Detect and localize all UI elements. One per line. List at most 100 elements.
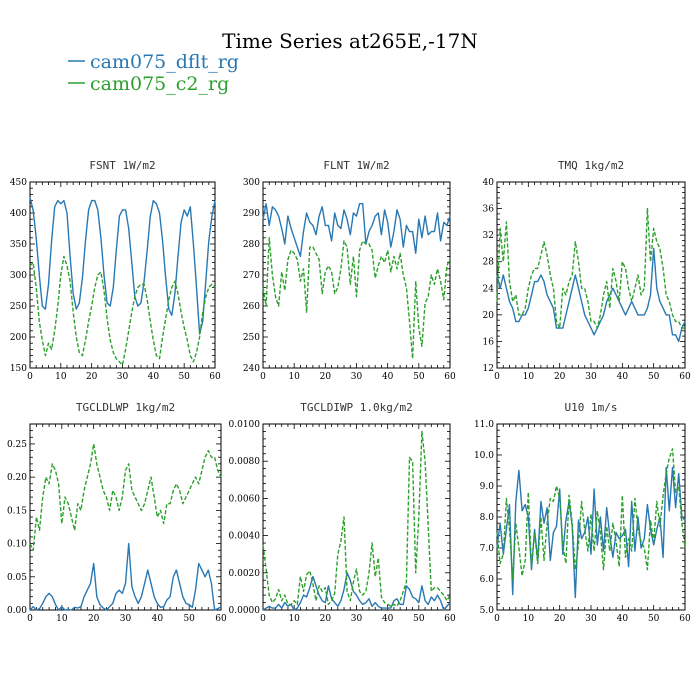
y-tick-label: 270 (243, 271, 260, 281)
x-tick-label: 50 (413, 614, 425, 624)
y-tick-label: 450 (10, 178, 27, 188)
legend-label-c2: cam075_c2_rg (90, 73, 229, 95)
x-tick-label: 20 (88, 614, 100, 624)
series-line-c2 (262, 237, 451, 360)
y-tick-label: 0.0040 (229, 532, 261, 542)
x-tick-label: 30 (120, 614, 132, 624)
series-line-dflt (29, 542, 222, 611)
x-tick-label: 20 (320, 372, 332, 382)
series-line-dflt (496, 466, 686, 599)
series-line-c2 (262, 430, 451, 607)
y-tick-label: 0.0000 (229, 606, 261, 616)
panel-title: FLNT 1W/m2 (323, 159, 389, 172)
chart-panel-4: TGCLDLWP 1kg/m2 0 10 20 30 40 50 60 0.00 0.05 0.10… (7, 401, 227, 624)
y-tick-label: 6.0 (480, 575, 495, 585)
x-tick-label: 10 (523, 372, 535, 382)
y-tick-label: 250 (10, 302, 27, 312)
y-tick-label: 0.0020 (229, 569, 261, 579)
y-tick-label: 20 (483, 311, 495, 321)
y-tick-label: 28 (483, 258, 495, 268)
y-tick-label: 250 (243, 333, 260, 343)
y-tick-label: 32 (483, 231, 494, 241)
y-tick-label: 10.0 (474, 451, 494, 461)
x-tick-label: 50 (648, 372, 660, 382)
x-tick-label: 60 (679, 614, 691, 624)
x-tick-label: 30 (585, 372, 597, 382)
series-line-c2 (496, 207, 685, 329)
x-tick-label: 40 (382, 614, 394, 624)
panel-title: FSNT 1W/m2 (89, 159, 155, 172)
x-tick-label: 60 (444, 614, 456, 624)
y-tick-label: 300 (243, 178, 260, 188)
x-tick-label: 10 (56, 614, 68, 624)
y-tick-label: 0.0080 (229, 457, 261, 467)
x-tick-label: 0 (27, 372, 33, 382)
x-tick-label: 0 (260, 372, 266, 382)
panel-title: U10 1m/s (565, 401, 618, 414)
x-tick-label: 20 (320, 614, 332, 624)
y-tick-label: 9.0 (480, 482, 495, 492)
legend: cam075_dflt_rg cam075_c2_rg (68, 51, 239, 95)
panel-title: TGCLDIWP 1.0kg/m2 (300, 401, 413, 414)
series-line-c2 (29, 255, 216, 366)
y-tick-label: 11.0 (474, 420, 494, 430)
x-tick-label: 40 (152, 614, 164, 624)
chart-panel-6: U10 1m/s 0 10 20 30 40 50 60 5.0 6.0 7.0 8.0 9.0 10.0… (474, 401, 691, 624)
y-tick-label: 0.15 (7, 506, 27, 516)
x-tick-label: 10 (288, 614, 300, 624)
x-tick-label: 0 (494, 372, 500, 382)
y-tick-label: 36 (483, 205, 495, 215)
y-tick-label: 0.0060 (229, 494, 261, 504)
x-tick-label: 20 (554, 372, 566, 382)
x-tick-label: 60 (209, 372, 221, 382)
y-tick-label: 400 (10, 209, 27, 219)
y-tick-label: 7.0 (480, 544, 495, 554)
x-tick-label: 10 (523, 614, 535, 624)
x-tick-label: 40 (382, 372, 394, 382)
y-tick-label: 260 (243, 302, 260, 312)
y-tick-label: 0.25 (7, 440, 27, 450)
x-tick-label: 60 (215, 614, 227, 624)
x-tick-label: 50 (178, 372, 190, 382)
x-tick-label: 40 (617, 614, 629, 624)
x-tick-label: 40 (617, 372, 629, 382)
x-tick-label: 30 (351, 372, 363, 382)
series-line-c2 (29, 443, 222, 551)
y-tick-label: 0.10 (7, 540, 27, 550)
y-tick-label: 40 (483, 178, 495, 188)
y-tick-label: 0.00 (7, 606, 27, 616)
x-tick-label: 30 (117, 372, 129, 382)
legend-label-dflt: cam075_dflt_rg (90, 51, 239, 73)
panel-title: TGCLDLWP 1kg/m2 (76, 401, 175, 414)
series-line-dflt (29, 197, 216, 335)
y-tick-label: 0.20 (7, 473, 27, 483)
x-tick-label: 50 (413, 372, 425, 382)
x-tick-label: 20 (86, 372, 98, 382)
x-tick-label: 0 (27, 614, 33, 624)
y-tick-label: 290 (243, 209, 260, 219)
chart-panel-5: TGCLDIWP 1.0kg/m2 0 10 20 30 40 50 60 0.0000 0.00… (229, 401, 456, 624)
y-tick-label: 280 (243, 240, 260, 250)
y-tick-label: 300 (10, 271, 27, 281)
x-tick-label: 50 (648, 614, 660, 624)
plot-frame (496, 181, 686, 369)
chart-panel-1: FSNT 1W/m2 0 10 20 30 40 50 60 150 200 250 300 350 40… (10, 159, 221, 382)
y-tick-label: 350 (10, 240, 27, 250)
x-tick-label: 30 (351, 614, 363, 624)
y-tick-label: 0.0100 (229, 420, 261, 430)
series-line-c2 (496, 448, 686, 580)
chart-panel-3: TMQ 1kg/m2 0 10 20 30 40 50 60 12 16 20 24 28 32 36 40 (483, 159, 691, 382)
x-tick-label: 40 (148, 372, 160, 382)
x-tick-label: 50 (183, 614, 195, 624)
x-tick-label: 60 (444, 372, 456, 382)
series-line-dflt (496, 247, 686, 343)
x-tick-label: 60 (679, 372, 691, 382)
y-tick-label: 5.0 (480, 606, 495, 616)
panel-title: TMQ 1kg/m2 (558, 159, 624, 172)
figure-title: Time Series at265E,-17N (222, 29, 478, 53)
y-tick-label: 16 (483, 337, 495, 347)
panels: FSNT 1W/m20 10 20 30 40 50 6015020025030035040… (7, 159, 691, 624)
plot-frame (262, 423, 451, 611)
series-line-dflt (262, 202, 451, 258)
